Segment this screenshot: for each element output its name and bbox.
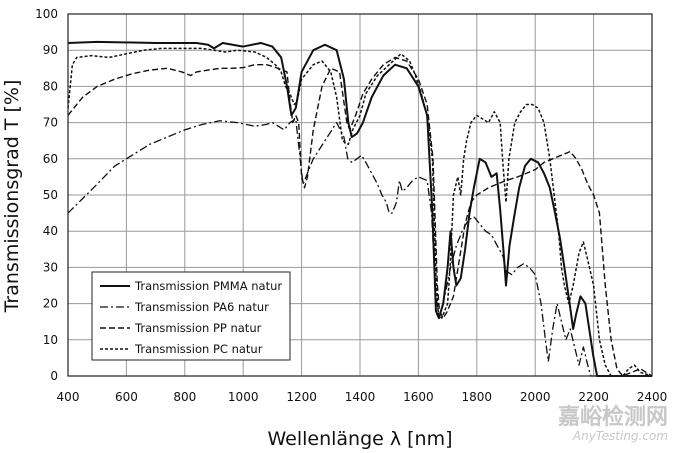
x-tick-label-2200: 2200 <box>578 390 609 404</box>
tick-labels: 400 600 800 1000 1200 1400 1600 1800 2000 2200 240… <box>35 7 667 404</box>
y-tick-label-20: 20 <box>43 297 58 311</box>
legend: Transmission PMMA natur Transmission PA6 … <box>91 271 291 361</box>
y-tick-label-50: 50 <box>43 188 58 202</box>
x-tick-label-600: 600 <box>115 390 138 404</box>
x-tick-label-1200: 1200 <box>286 390 317 404</box>
y-tick-label-60: 60 <box>43 152 58 166</box>
x-tick-label-2400: 2400 <box>637 390 668 404</box>
x-tick-label-1000: 1000 <box>228 390 259 404</box>
y-tick-label-100: 100 <box>35 7 58 21</box>
y-tick-label-40: 40 <box>43 224 58 238</box>
legend-label-3: Transmission PP natur <box>134 321 262 335</box>
watermark-en-text: AnyTesting.com <box>572 429 668 443</box>
plot-area-border <box>67 13 653 377</box>
y-tick-label-30: 30 <box>43 260 58 274</box>
y-tick-label-10: 10 <box>43 333 58 347</box>
y-tick-label-90: 90 <box>43 43 58 57</box>
legend-label-1: Transmission PMMA natur <box>134 279 282 293</box>
x-tick-label-1400: 1400 <box>345 390 376 404</box>
x-tick-label-1600: 1600 <box>403 390 434 404</box>
series-lines <box>67 40 653 377</box>
series-line-2 <box>67 118 652 377</box>
x-axis-title: Wellenlänge λ [nm] <box>267 428 452 450</box>
x-tick-label-2000: 2000 <box>520 390 551 404</box>
y-tick-label-70: 70 <box>43 116 58 130</box>
x-tick-label-400: 400 <box>57 390 80 404</box>
legend-label-2: Transmission PA6 natur <box>134 300 269 314</box>
series-line-4 <box>67 47 653 377</box>
legend-label-4: Transmission PC natur <box>134 342 263 356</box>
watermark: 嘉峪检测网 AnyTesting.com <box>558 404 668 443</box>
watermark-cn-text: 嘉峪检测网 <box>558 404 668 430</box>
y-tick-label-80: 80 <box>43 79 58 93</box>
plot-frame <box>67 13 653 377</box>
x-tick-label-1800: 1800 <box>462 390 493 404</box>
y-axis-title: Transmissionsgrad T [%] <box>1 80 23 314</box>
x-tick-label-800: 800 <box>173 390 196 404</box>
y-tick-label-0: 0 <box>50 369 58 383</box>
